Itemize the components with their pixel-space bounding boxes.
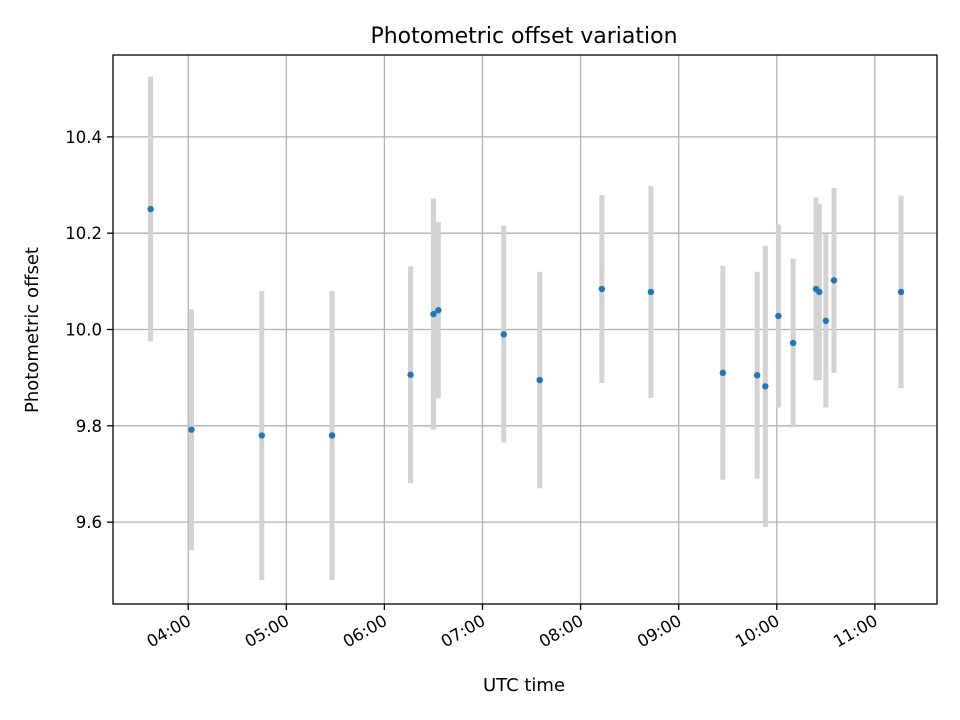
grid-layer	[113, 55, 937, 604]
y-axis-label: Photometric offset	[22, 247, 43, 413]
data-point	[500, 331, 507, 338]
y-axis-ticks: 9.6 9.8 10.0 10.2 10.4	[65, 128, 113, 532]
data-point	[598, 285, 606, 293]
data-point	[830, 277, 838, 284]
chart-title: Photometric offset variation	[370, 24, 677, 49]
data-point	[762, 383, 769, 390]
data-point	[147, 205, 154, 213]
data-point	[407, 371, 414, 378]
x-tick-label: 11:00	[830, 611, 881, 651]
x-axis-label: UTC time	[483, 675, 565, 696]
y-tick-label: 10.2	[65, 224, 102, 243]
y-tick-label: 9.8	[76, 417, 102, 436]
data-point	[430, 310, 437, 318]
x-tick-label: 06:00	[340, 611, 391, 651]
data-point	[536, 376, 543, 384]
errorbar-layer	[148, 76, 904, 580]
y-tick-label: 10.0	[65, 321, 102, 340]
x-axis-ticks: 04:00 05:00 06:00 07:00 08:00 09:00 10:00 11:00	[144, 604, 881, 651]
data-point	[435, 307, 442, 314]
data-point	[822, 317, 830, 325]
data-point	[897, 288, 905, 296]
data-point	[328, 432, 336, 439]
x-tick-label: 05:00	[242, 611, 293, 651]
x-tick-label: 09:00	[634, 611, 685, 651]
x-tick-label: 07:00	[438, 611, 489, 651]
point-layer	[147, 205, 905, 439]
data-point	[647, 288, 655, 296]
y-tick-label: 10.4	[65, 128, 102, 147]
data-point	[789, 339, 797, 347]
data-point	[188, 426, 195, 433]
x-tick-label: 10:00	[732, 611, 783, 651]
x-tick-label: 04:00	[144, 611, 195, 651]
data-point	[753, 372, 761, 379]
x-tick-label: 08:00	[536, 611, 587, 651]
data-point	[775, 312, 782, 320]
data-point	[719, 369, 727, 377]
data-point	[258, 432, 265, 439]
data-point	[816, 288, 823, 296]
y-tick-label: 9.6	[76, 513, 102, 532]
